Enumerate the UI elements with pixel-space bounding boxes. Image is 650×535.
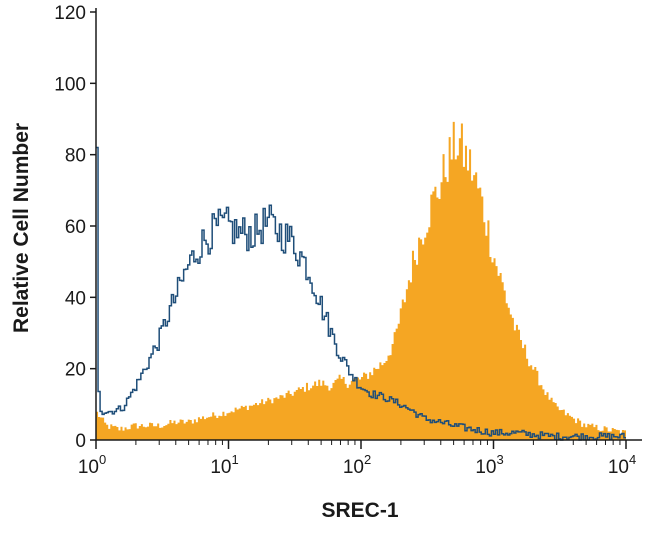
series-outline-histogram [96,146,626,441]
y-tick-label: 120 [54,3,86,24]
y-tick-label: 100 [54,74,86,95]
ticks-layer: 0 20 40 60 80 100 120 100 101 102 103 104 [54,3,636,478]
axes-layer [95,8,642,441]
y-tick-label: 20 [65,360,86,381]
x-tick-label: 104 [608,452,636,478]
x-tick-label: 102 [343,452,371,478]
x-tick-label: 100 [78,452,106,478]
x-axis-title: SREC-1 [321,499,398,522]
y-tick-label: 0 [75,431,86,452]
series-filled-histogram [96,121,626,440]
y-tick-label: 60 [65,217,86,238]
x-tick-label: 103 [475,452,503,478]
series-layer [96,121,626,441]
x-tick-label: 101 [210,452,238,478]
y-tick-label: 80 [65,146,86,167]
y-axis-title: Relative Cell Number [10,123,33,333]
y-tick-label: 40 [65,288,86,309]
